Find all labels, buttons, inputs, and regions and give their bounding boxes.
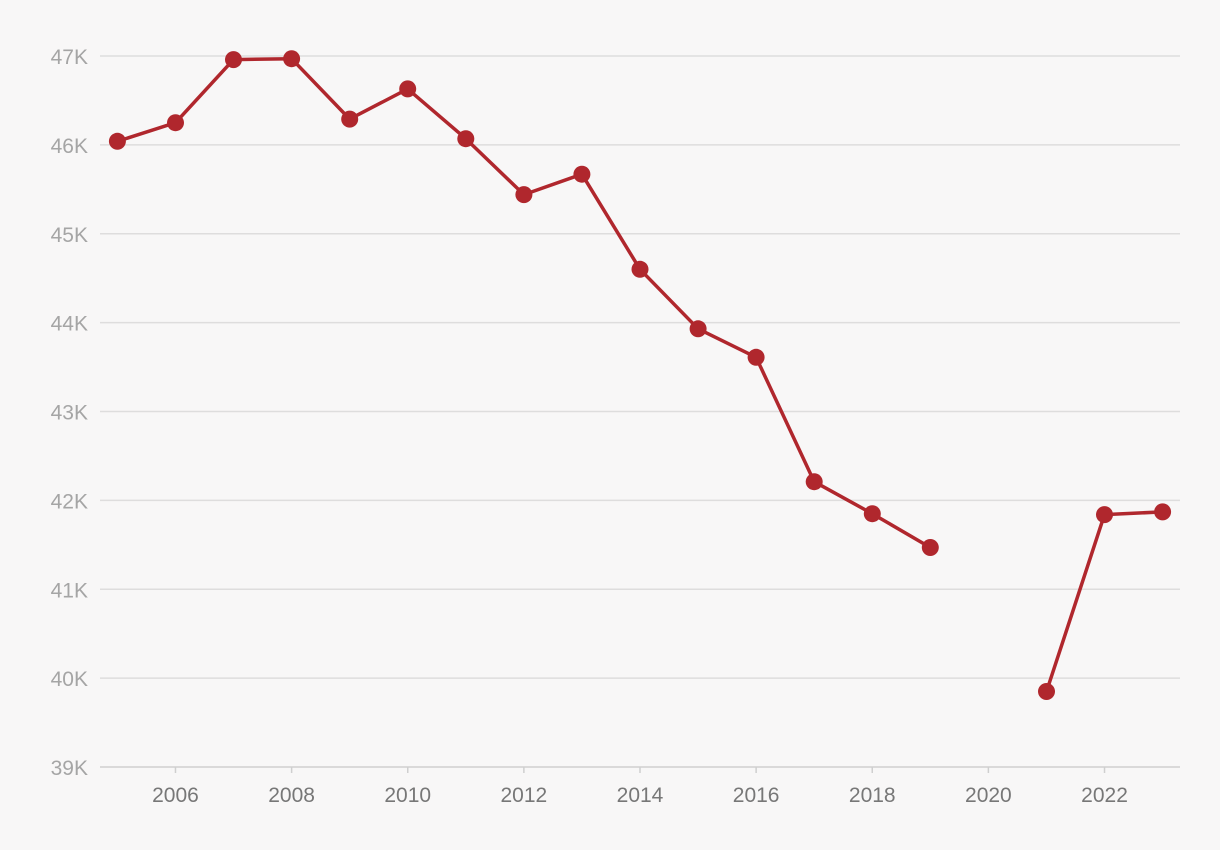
data-point[interactable]: [167, 114, 184, 132]
y-tick-label: 39K: [51, 757, 88, 780]
x-tick-label: 2008: [268, 784, 315, 807]
y-tick-label: 43K: [51, 402, 88, 425]
data-point[interactable]: [1154, 503, 1172, 521]
x-tick-label: 2016: [733, 784, 780, 807]
y-tick-label: 44K: [51, 313, 88, 336]
series: [108, 50, 1172, 700]
data-point[interactable]: [921, 539, 939, 556]
x-tick-label: 2010: [384, 784, 431, 807]
x-tick-label: 2020: [965, 784, 1012, 807]
x-tick-label: 2006: [152, 784, 199, 807]
y-tick-label: 40K: [51, 668, 88, 691]
data-point[interactable]: [1038, 683, 1055, 700]
y-tick-label: 42K: [51, 490, 88, 513]
series-line: [1044, 510, 1165, 694]
data-point[interactable]: [573, 165, 591, 183]
y-tick-label: 45K: [51, 224, 88, 247]
y-tick-label: 46K: [51, 135, 88, 158]
data-point[interactable]: [108, 132, 126, 150]
x-tick-label: 2018: [849, 784, 896, 807]
gridlines: [100, 55, 1180, 679]
data-point[interactable]: [515, 186, 533, 204]
x-axis: 2006 2008 2010 2012 2014 2016 2018 2020 2022: [100, 766, 1180, 807]
y-axis: 39K 40K 41K 42K 43K 44K 45K 46K 47K: [51, 46, 88, 780]
data-point[interactable]: [457, 130, 475, 148]
data-point[interactable]: [1096, 506, 1113, 524]
data-point[interactable]: [863, 505, 881, 523]
data-point[interactable]: [747, 348, 765, 366]
data-point[interactable]: [341, 110, 359, 128]
data-point[interactable]: [399, 80, 417, 98]
y-tick-label: 41K: [51, 579, 88, 602]
series-line: [115, 56, 933, 550]
data-point[interactable]: [805, 473, 823, 491]
x-tick-label: 2022: [1081, 784, 1128, 807]
data-point[interactable]: [689, 320, 707, 338]
y-tick-label: 47K: [51, 46, 88, 69]
data-point[interactable]: [225, 51, 242, 69]
data-point[interactable]: [631, 260, 649, 278]
data-point[interactable]: [283, 50, 301, 68]
x-tick-label: 2012: [501, 784, 548, 807]
x-tick-label: 2014: [617, 784, 664, 807]
